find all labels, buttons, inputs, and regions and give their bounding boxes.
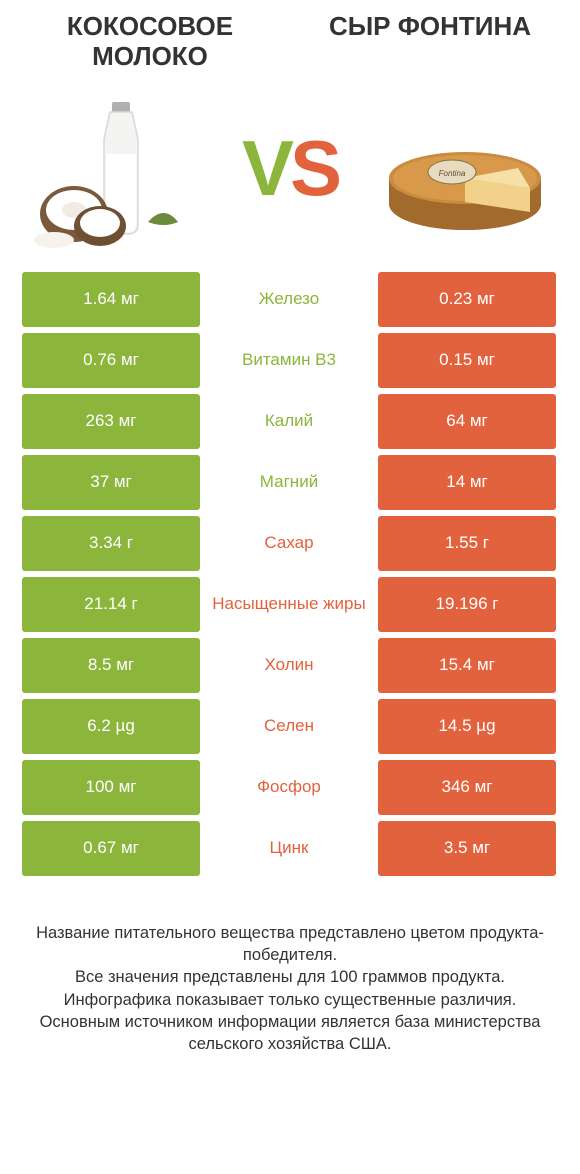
nutrient-label: Витамин B3 <box>200 333 378 388</box>
footer-line: Основным источником информации является … <box>28 1011 552 1056</box>
nutrient-label: Цинк <box>200 821 378 876</box>
left-value: 8.5 мг <box>22 638 200 693</box>
table-row: 37 мгМагний14 мг <box>22 455 558 510</box>
svg-text:Fontina: Fontina <box>439 169 466 178</box>
left-value: 37 мг <box>22 455 200 510</box>
comparison-table: 1.64 мгЖелезо0.23 мг 0.76 мгВитамин B30.1… <box>0 272 580 876</box>
left-value: 3.34 г <box>22 516 200 571</box>
table-row: 3.34 гСахар1.55 г <box>22 516 558 571</box>
right-value: 19.196 г <box>378 577 556 632</box>
table-row: 0.67 мгЦинк3.5 мг <box>22 821 558 876</box>
left-product-title: Кокосовое молоко <box>30 12 270 72</box>
footer-notes: Название питательного вещества представл… <box>0 882 580 1056</box>
table-row: 263 мгКалий64 мг <box>22 394 558 449</box>
nutrient-label: Фосфор <box>200 760 378 815</box>
table-row: 0.76 мгВитамин B30.15 мг <box>22 333 558 388</box>
nutrient-label: Насыщенные жиры <box>200 577 378 632</box>
left-value: 1.64 мг <box>22 272 200 327</box>
table-row: 21.14 гНасыщенные жиры19.196 г <box>22 577 558 632</box>
table-row: 6.2 µgСелен14.5 µg <box>22 699 558 754</box>
left-value: 0.67 мг <box>22 821 200 876</box>
left-value: 263 мг <box>22 394 200 449</box>
footer-line: Все значения представлены для 100 граммо… <box>28 966 552 988</box>
table-row: 1.64 мгЖелезо0.23 мг <box>22 272 558 327</box>
right-value: 14 мг <box>378 455 556 510</box>
header: Кокосовое молоко Сыр Фонтина <box>0 0 580 72</box>
nutrient-label: Железо <box>200 272 378 327</box>
right-value: 14.5 µg <box>378 699 556 754</box>
right-value: 0.15 мг <box>378 333 556 388</box>
vs-label: VS <box>242 123 338 214</box>
right-product-image: Fontina <box>380 84 550 254</box>
nutrient-label: Магний <box>200 455 378 510</box>
right-product-title: Сыр Фонтина <box>310 12 550 72</box>
right-value: 346 мг <box>378 760 556 815</box>
right-value: 3.5 мг <box>378 821 556 876</box>
footer-line: Название питательного вещества представл… <box>28 922 552 967</box>
right-value: 1.55 г <box>378 516 556 571</box>
table-row: 100 мгФосфор346 мг <box>22 760 558 815</box>
left-value: 0.76 мг <box>22 333 200 388</box>
left-value: 6.2 µg <box>22 699 200 754</box>
footer-line: Инфографика показывает только существенн… <box>28 989 552 1011</box>
vs-s: S <box>290 123 338 214</box>
vs-v: V <box>242 123 290 214</box>
table-row: 8.5 мгХолин15.4 мг <box>22 638 558 693</box>
nutrient-label: Холин <box>200 638 378 693</box>
left-value: 100 мг <box>22 760 200 815</box>
nutrient-label: Калий <box>200 394 378 449</box>
right-value: 0.23 мг <box>378 272 556 327</box>
right-value: 64 мг <box>378 394 556 449</box>
hero-row: VS Fontina <box>0 72 580 272</box>
nutrient-label: Сахар <box>200 516 378 571</box>
left-product-image <box>30 84 200 254</box>
nutrient-label: Селен <box>200 699 378 754</box>
right-value: 15.4 мг <box>378 638 556 693</box>
left-value: 21.14 г <box>22 577 200 632</box>
